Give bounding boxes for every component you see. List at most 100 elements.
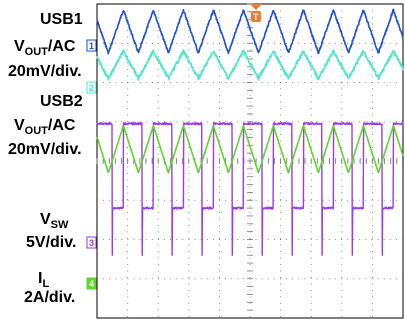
ch3-symbol: V xyxy=(40,211,51,228)
grid-dot xyxy=(139,239,141,240)
grid-dot xyxy=(225,121,226,123)
grid-dot xyxy=(371,239,373,240)
grid-dot xyxy=(157,56,159,57)
grid-dot xyxy=(389,121,391,123)
grid-dot xyxy=(341,212,343,213)
grid-dot xyxy=(188,108,190,109)
grid-dot xyxy=(341,290,343,291)
grid-dot xyxy=(334,82,336,83)
grid-dot xyxy=(225,239,226,240)
grid-dot xyxy=(188,179,190,181)
grid-dot xyxy=(341,56,343,57)
ch2-marker: 2 xyxy=(86,81,97,94)
grid-dot xyxy=(157,10,159,12)
grid-dot xyxy=(109,239,111,240)
grid-dot xyxy=(182,278,184,280)
grid-dot xyxy=(341,225,343,226)
grid-dot xyxy=(255,82,257,83)
grid-dot xyxy=(372,30,373,31)
grid-dot xyxy=(127,42,129,44)
grid-dot xyxy=(341,283,343,285)
grid-dot xyxy=(310,166,312,168)
grid-dot xyxy=(249,179,251,181)
grid-dot xyxy=(157,244,159,246)
grid-dot xyxy=(280,4,282,5)
grid-dot xyxy=(127,56,129,57)
grid-dot xyxy=(280,134,282,135)
grid-dot xyxy=(341,238,343,239)
ch3-label: VSW 5V/div. xyxy=(26,211,76,251)
grid-dot xyxy=(402,82,403,83)
grid-dot xyxy=(249,192,251,194)
grid-dot xyxy=(164,82,165,83)
grid-dot xyxy=(219,303,220,304)
svg-text:VSW: VSW xyxy=(40,211,69,231)
grid-dot xyxy=(249,140,251,142)
grid-dot xyxy=(188,173,190,174)
grid-dot xyxy=(188,296,190,298)
grid-dot xyxy=(383,239,385,240)
grid-dot xyxy=(365,160,367,162)
grid-dot xyxy=(298,239,300,240)
grid-dot xyxy=(334,239,336,240)
grid-dot xyxy=(219,239,220,240)
grid-dot xyxy=(280,239,281,240)
grid-dot xyxy=(280,186,282,187)
grid-dot xyxy=(145,239,147,240)
grid-dot xyxy=(157,147,159,148)
grid-dot xyxy=(157,199,159,200)
grid-dot xyxy=(219,88,220,90)
grid-dot xyxy=(127,264,129,265)
grid-dot xyxy=(164,278,165,280)
grid-dot xyxy=(372,4,373,5)
svg-text:4: 4 xyxy=(89,279,94,289)
grid-dot xyxy=(304,82,306,83)
grid-dot xyxy=(347,82,348,83)
grid-dot xyxy=(219,36,220,38)
grid-dot xyxy=(127,121,129,123)
grid-dot xyxy=(103,278,104,280)
grid-dot xyxy=(249,225,251,226)
grid-dot xyxy=(261,278,263,280)
grid-dot xyxy=(310,82,312,83)
grid-dot xyxy=(158,121,159,123)
grid-dot xyxy=(341,95,343,96)
grid-dot xyxy=(328,278,330,280)
grid-dot xyxy=(157,218,159,220)
grid-dot xyxy=(372,257,373,259)
grid-dot xyxy=(310,212,312,213)
grid-dot xyxy=(298,278,300,280)
grid-dot xyxy=(188,199,190,201)
grid-dot xyxy=(304,278,306,280)
grid-dot xyxy=(127,251,129,252)
grid-dot xyxy=(372,82,373,83)
grid-dot xyxy=(97,42,98,44)
grid-dot xyxy=(170,278,172,280)
grid-dot xyxy=(280,42,281,44)
grid-dot xyxy=(145,278,147,280)
grid-dot xyxy=(371,199,373,201)
grid-dot xyxy=(219,101,220,103)
grid-dot xyxy=(219,173,220,174)
grid-dot xyxy=(310,244,312,246)
grid-dot xyxy=(310,42,312,44)
grid-dot xyxy=(372,192,373,194)
grid-dot xyxy=(188,69,190,70)
grid-dot xyxy=(97,278,98,280)
grid-dot xyxy=(158,42,159,44)
grid-dot xyxy=(372,290,373,291)
grid-dot xyxy=(372,147,373,148)
grid-dot xyxy=(372,296,373,298)
grid-dot xyxy=(188,231,190,233)
grid-dot xyxy=(115,239,117,240)
grid-dot xyxy=(395,278,397,280)
grid-dot xyxy=(219,192,220,194)
grid-dot xyxy=(157,231,159,233)
grid-dot xyxy=(127,277,129,278)
grid-dot xyxy=(359,239,361,240)
grid-dot xyxy=(322,82,324,83)
grid-dot xyxy=(97,199,98,201)
grid-dot xyxy=(383,278,385,280)
grid-dot xyxy=(310,114,312,116)
ch4-label: IL 2A/div. xyxy=(24,270,75,306)
